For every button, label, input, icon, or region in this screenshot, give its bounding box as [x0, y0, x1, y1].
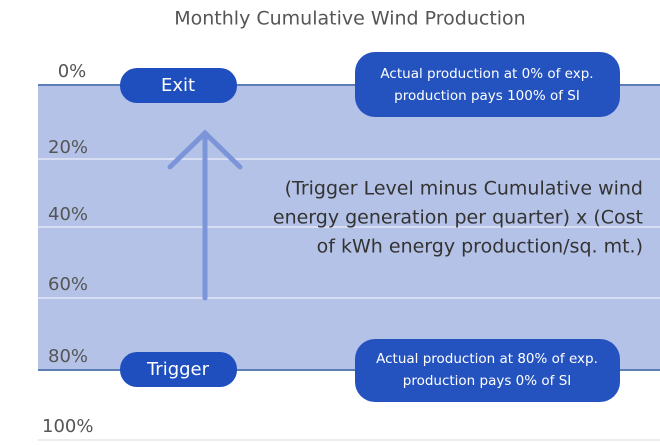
arrow [167, 129, 243, 301]
exit-note-box [355, 52, 620, 117]
exit-label: Exit [161, 75, 195, 96]
formula: of kWh energy production/sq. mt.) [317, 236, 643, 258]
level-label: 0% [58, 61, 87, 82]
level-label: 40% [48, 204, 88, 225]
level-label: 20% [48, 137, 88, 158]
exit-pill [120, 68, 237, 103]
trigger-label: Trigger [146, 359, 210, 380]
level-label: 60% [48, 274, 88, 295]
exit-note: Actual production at 0% of exp. [380, 66, 593, 82]
trigger-note: Actual production at 80% of exp. [376, 351, 598, 367]
level-label: 80% [48, 346, 88, 367]
title: Monthly Cumulative Wind Production [174, 8, 525, 30]
formula: energy generation per quarter) x (Cost [273, 207, 643, 229]
formula: (Trigger Level minus Cumulative wind [285, 178, 643, 200]
trigger-note: production pays 0% of SI [403, 373, 572, 389]
trigger-pill [120, 352, 237, 387]
exit-note: production pays 100% of SI [394, 88, 580, 104]
level-label: 100% [42, 416, 93, 437]
trigger-note-box [355, 339, 620, 402]
